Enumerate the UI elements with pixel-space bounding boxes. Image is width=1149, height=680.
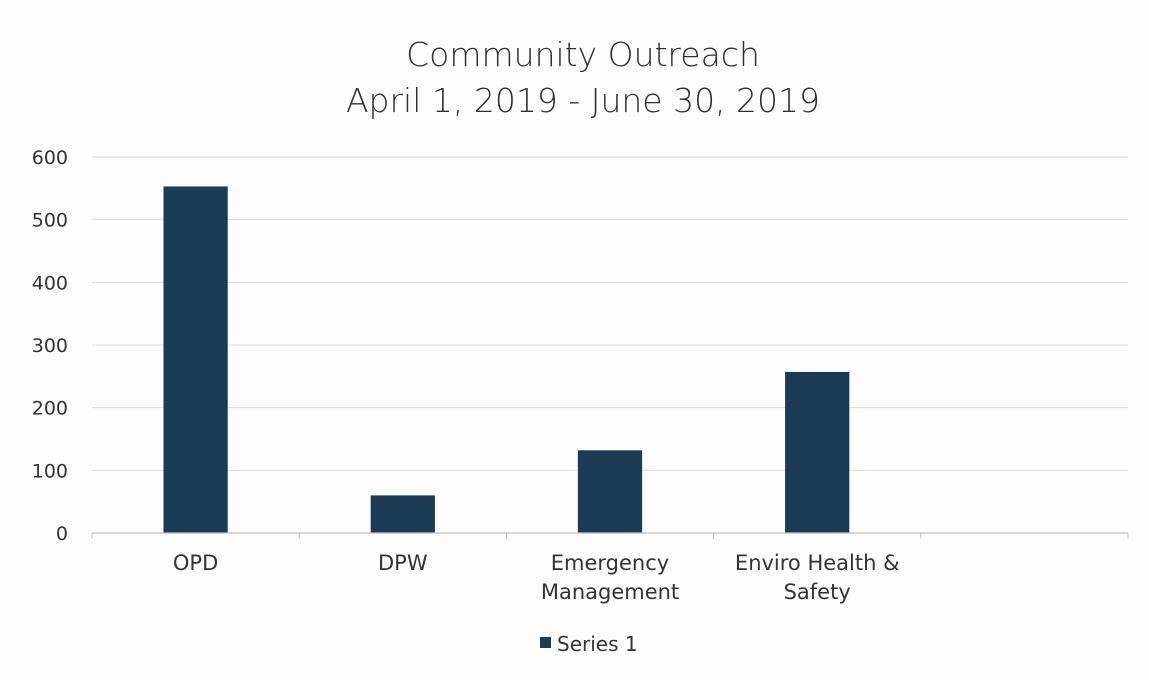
chart-title: Community Outreach April 1, 2019 - June …: [346, 35, 820, 120]
x-category-label-2-1: Management: [541, 580, 679, 604]
y-axis-ticks: 0 100 200 300 400 500 600: [32, 147, 68, 545]
legend-label-series-1: Series 1: [557, 632, 638, 656]
x-category-label-0-0: OPD: [173, 551, 218, 575]
x-category-label-3-1: Safety: [784, 580, 851, 604]
y-tick-label-100: 100: [32, 460, 68, 482]
x-category-label-3-0: Enviro Health &: [735, 551, 900, 575]
chart-title-line-1: Community Outreach: [406, 35, 760, 74]
legend-swatch-series-1: [540, 637, 551, 648]
y-tick-label-400: 400: [32, 272, 68, 294]
y-tick-label-600: 600: [32, 147, 68, 169]
x-category-label-2-0: Emergency: [551, 551, 669, 575]
gridlines: [92, 156, 1128, 471]
bar-1: [370, 495, 435, 533]
x-category-label-1-0: DPW: [378, 551, 428, 575]
bars: [163, 186, 850, 533]
bar-0: [163, 186, 228, 533]
y-tick-label-0: 0: [56, 523, 68, 545]
bar-3: [785, 371, 850, 533]
y-tick-label-200: 200: [32, 398, 68, 420]
x-axis: [91, 532, 1129, 539]
legend: Series 1: [540, 632, 638, 656]
bar-2: [577, 450, 643, 533]
y-tick-label-300: 300: [32, 335, 68, 357]
x-axis-labels: OPD DPW Emergency Management Enviro Health &…: [173, 551, 900, 604]
y-tick-label-500: 500: [32, 210, 68, 232]
chart-title-line-2: April 1, 2019 - June 30, 2019: [346, 81, 820, 120]
